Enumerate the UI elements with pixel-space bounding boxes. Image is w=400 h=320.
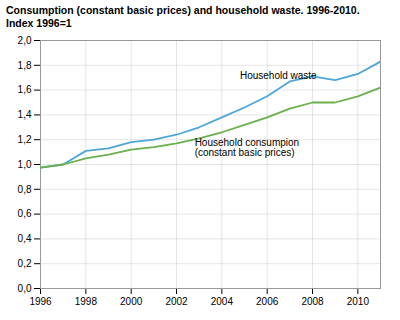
svg-text:Household waste: Household waste	[240, 70, 317, 81]
svg-text:2006: 2006	[256, 296, 279, 307]
svg-text:2000: 2000	[120, 296, 143, 307]
svg-text:2002: 2002	[165, 296, 188, 307]
html-text:Consumption (constant basic pr: Consumption (constant basic prices) and …	[6, 4, 360, 16]
svg-text:2010: 2010	[347, 296, 370, 307]
svg-text:1,8: 1,8	[18, 60, 32, 71]
svg-text:1998: 1998	[75, 296, 98, 307]
svg-text:0,8: 0,8	[18, 184, 32, 195]
svg-text:1,0: 1,0	[18, 159, 32, 170]
svg-text:1,4: 1,4	[18, 109, 32, 120]
svg-text:0,2: 0,2	[18, 258, 32, 269]
svg-text:1996: 1996	[29, 296, 52, 307]
svg-text:2008: 2008	[301, 296, 324, 307]
svg-text:2,0: 2,0	[18, 35, 32, 46]
svg-text:0,0: 0,0	[18, 283, 32, 294]
svg-text:1,6: 1,6	[18, 84, 32, 95]
svg-text:0,6: 0,6	[18, 208, 32, 219]
svg-text:1,2: 1,2	[18, 134, 32, 145]
html-text:Index 1996=1: Index 1996=1	[6, 17, 72, 29]
svg-text:Household consumpion(constant: Household consumpion(constant basic pric…	[195, 137, 300, 158]
svg-text:2004: 2004	[211, 296, 234, 307]
svg-text:0,4: 0,4	[18, 233, 32, 244]
